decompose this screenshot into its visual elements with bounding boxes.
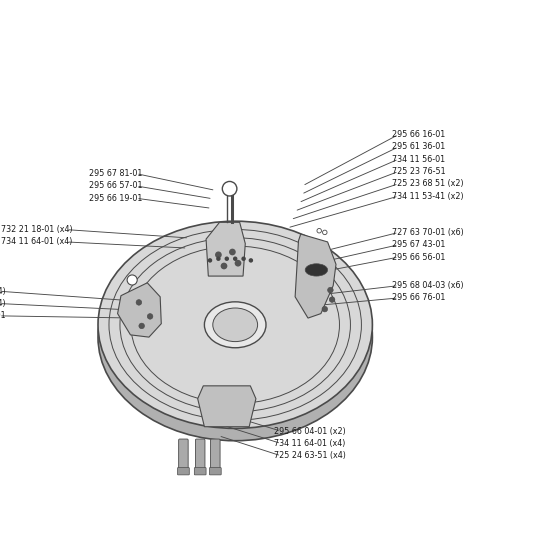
Circle shape [127,275,137,285]
Text: 734 11 64-01 (x4): 734 11 64-01 (x4) [274,439,346,448]
Circle shape [235,260,241,267]
FancyBboxPatch shape [194,468,206,475]
Ellipse shape [98,234,372,441]
Circle shape [222,181,237,196]
Ellipse shape [204,302,266,348]
Circle shape [249,258,253,263]
FancyBboxPatch shape [211,439,220,470]
Text: 295 66 16-01: 295 66 16-01 [392,130,445,139]
Text: 734 11 64-01 (x4): 734 11 64-01 (x4) [2,237,73,246]
Text: 295 66 57-01: 295 66 57-01 [89,181,143,190]
Text: 732 21 18-01 (x4): 732 21 18-01 (x4) [1,225,73,234]
Circle shape [328,287,333,293]
Text: 295 67 81-01: 295 67 81-01 [90,169,143,178]
Text: 295 67 43-01: 295 67 43-01 [392,240,445,249]
Circle shape [139,323,144,329]
Circle shape [225,256,229,261]
Polygon shape [206,222,245,276]
Text: 725 24 63-51 (x4): 725 24 63-51 (x4) [274,451,346,460]
FancyBboxPatch shape [179,439,188,470]
Circle shape [208,258,212,263]
Circle shape [147,314,153,319]
Text: 295 66 19-01: 295 66 19-01 [90,194,143,203]
Circle shape [322,306,328,312]
Text: 295 66 56-01: 295 66 56-01 [392,253,445,262]
Circle shape [323,230,327,235]
Text: 295 68 04-03 (x6): 295 68 04-03 (x6) [392,281,464,290]
Ellipse shape [98,221,372,428]
Text: 295 68 04-03 (x4): 295 68 04-03 (x4) [0,299,6,308]
Text: 295 61 36-01: 295 61 36-01 [392,142,445,151]
Text: 727 63 70-01 (x4): 727 63 70-01 (x4) [0,287,6,296]
Polygon shape [118,283,161,337]
Text: 725 23 76-51: 725 23 76-51 [392,167,446,176]
Text: 734 11 53-41 (x2): 734 11 53-41 (x2) [392,192,464,200]
Circle shape [221,263,227,269]
Circle shape [229,249,236,255]
Text: 727 63 70-01 (x6): 727 63 70-01 (x6) [392,228,464,237]
Polygon shape [198,386,256,427]
Circle shape [216,256,221,261]
FancyBboxPatch shape [209,468,221,475]
Polygon shape [295,234,336,318]
Circle shape [241,256,246,261]
FancyBboxPatch shape [195,439,205,470]
FancyBboxPatch shape [178,468,189,475]
Circle shape [317,228,321,233]
Circle shape [329,297,335,302]
Circle shape [215,251,222,258]
Text: 734 11 56-01: 734 11 56-01 [392,155,445,164]
Ellipse shape [213,308,258,342]
Text: 295 66 04-01 (x2): 295 66 04-01 (x2) [274,427,346,436]
Text: 295 65 92-01: 295 65 92-01 [0,311,6,320]
Circle shape [136,300,142,305]
Text: 725 23 68 51 (x2): 725 23 68 51 (x2) [392,179,464,188]
Circle shape [233,256,237,261]
Text: 295 66 76-01: 295 66 76-01 [392,293,445,302]
Ellipse shape [305,264,328,276]
